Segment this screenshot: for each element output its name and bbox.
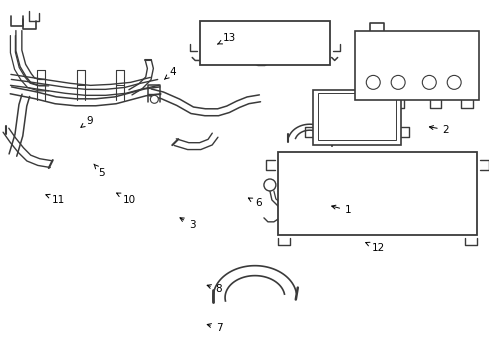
Circle shape [447, 75, 461, 89]
Text: 10: 10 [117, 193, 136, 205]
Bar [318, 93, 396, 140]
Bar [278, 152, 477, 235]
Circle shape [391, 75, 405, 89]
Bar [355, 31, 479, 100]
Text: 8: 8 [207, 284, 222, 294]
Text: 5: 5 [94, 164, 105, 178]
Circle shape [367, 75, 380, 89]
Text: 9: 9 [81, 116, 93, 127]
Text: 6: 6 [248, 198, 261, 208]
Text: 11: 11 [46, 194, 66, 205]
Text: 12: 12 [366, 242, 385, 253]
Text: 2: 2 [429, 125, 449, 135]
Text: 13: 13 [218, 33, 236, 44]
Text: 7: 7 [207, 323, 222, 333]
Bar [200, 21, 330, 66]
Bar [313, 90, 401, 145]
Circle shape [264, 179, 276, 191]
Text: 3: 3 [180, 218, 196, 230]
Text: 1: 1 [332, 205, 352, 216]
Circle shape [150, 95, 158, 103]
Text: 4: 4 [165, 67, 176, 79]
Circle shape [422, 75, 436, 89]
